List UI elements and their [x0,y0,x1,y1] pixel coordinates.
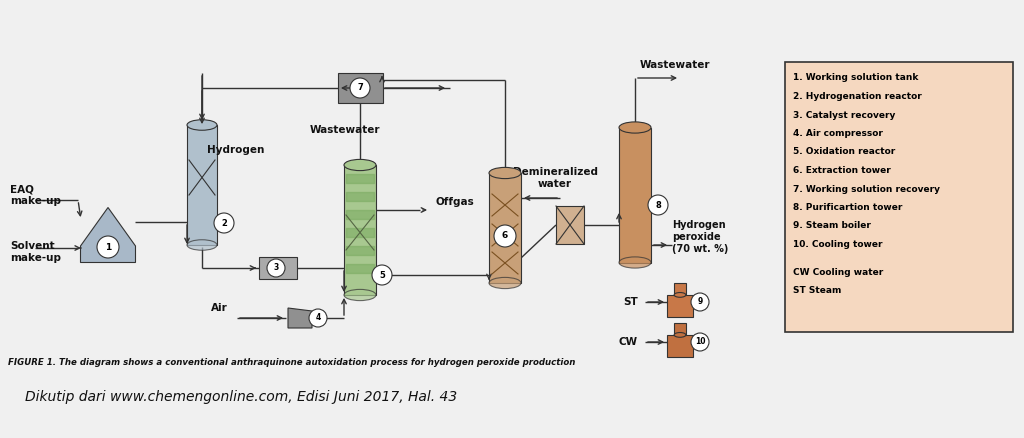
Text: CW Cooling water: CW Cooling water [793,268,884,277]
Text: 1: 1 [104,243,112,251]
Ellipse shape [344,159,376,170]
Circle shape [309,309,327,327]
Text: 8: 8 [655,201,660,209]
Circle shape [648,195,668,215]
Text: 4. Air compressor: 4. Air compressor [793,129,883,138]
Ellipse shape [618,257,651,268]
Polygon shape [288,308,312,328]
Bar [489,173,521,283]
Ellipse shape [187,120,217,130]
Polygon shape [81,208,135,262]
Text: ST Steam: ST Steam [793,286,842,295]
Bar [674,283,686,295]
Text: Air: Air [211,303,228,313]
Bar [556,206,584,244]
Ellipse shape [674,332,686,337]
Text: 9. Steam boiler: 9. Steam boiler [793,222,870,230]
Text: 2: 2 [221,219,227,227]
Ellipse shape [489,167,521,179]
Text: EAQ
make-up: EAQ make-up [10,184,61,206]
Text: Hydrogen
peroxide
(70 wt. %): Hydrogen peroxide (70 wt. %) [672,220,728,254]
Text: 8. Purificartion tower: 8. Purificartion tower [793,203,902,212]
Text: 3: 3 [273,264,279,272]
Text: 9: 9 [697,297,702,307]
Text: Demineralized
water: Demineralized water [512,167,597,189]
Text: Wastewater: Wastewater [309,125,380,135]
Ellipse shape [187,240,217,250]
Circle shape [214,213,234,233]
Text: Wastewater: Wastewater [640,60,711,70]
Text: Solvent
make-up: Solvent make-up [10,241,61,263]
Bar [667,335,693,357]
Text: Hydrogen: Hydrogen [207,145,264,155]
Circle shape [691,293,709,311]
Text: 10: 10 [694,338,706,346]
Text: Offgas: Offgas [435,197,474,207]
Text: 10. Cooling tower: 10. Cooling tower [793,240,883,249]
Circle shape [267,259,285,277]
Text: 5: 5 [379,271,385,279]
Text: 4: 4 [315,314,321,322]
Bar [674,323,686,335]
Ellipse shape [618,122,651,133]
Ellipse shape [674,293,686,297]
Circle shape [350,78,370,98]
Text: Dikutip dari www.chemengonline.com, Edisi Juni 2017, Hal. 43: Dikutip dari www.chemengonline.com, Edis… [25,390,458,404]
Text: 7: 7 [357,84,362,92]
Bar [667,295,693,317]
Text: 3. Catalyst recovery: 3. Catalyst recovery [793,110,895,120]
Text: ST: ST [624,297,638,307]
Bar [259,257,297,279]
Circle shape [494,225,516,247]
Text: 6: 6 [502,232,508,240]
Text: 5. Oxidation reactor: 5. Oxidation reactor [793,148,895,156]
Text: 2. Hydrogenation reactor: 2. Hydrogenation reactor [793,92,922,101]
Ellipse shape [344,290,376,300]
Circle shape [691,333,709,351]
Circle shape [372,265,392,285]
Text: 7. Working solution recovery: 7. Working solution recovery [793,184,940,194]
Text: CW: CW [618,337,638,347]
Text: 1. Working solution tank: 1. Working solution tank [793,74,919,82]
Circle shape [97,236,119,258]
Bar [785,62,1013,332]
Bar [338,73,383,103]
Bar [344,165,376,295]
Ellipse shape [489,277,521,289]
Bar [618,127,651,262]
Text: 6. Extraction tower: 6. Extraction tower [793,166,891,175]
Bar [187,125,217,245]
Text: FIGURE 1. The diagram shows a conventional anthraquinone autoxidation process fo: FIGURE 1. The diagram shows a convention… [8,358,575,367]
